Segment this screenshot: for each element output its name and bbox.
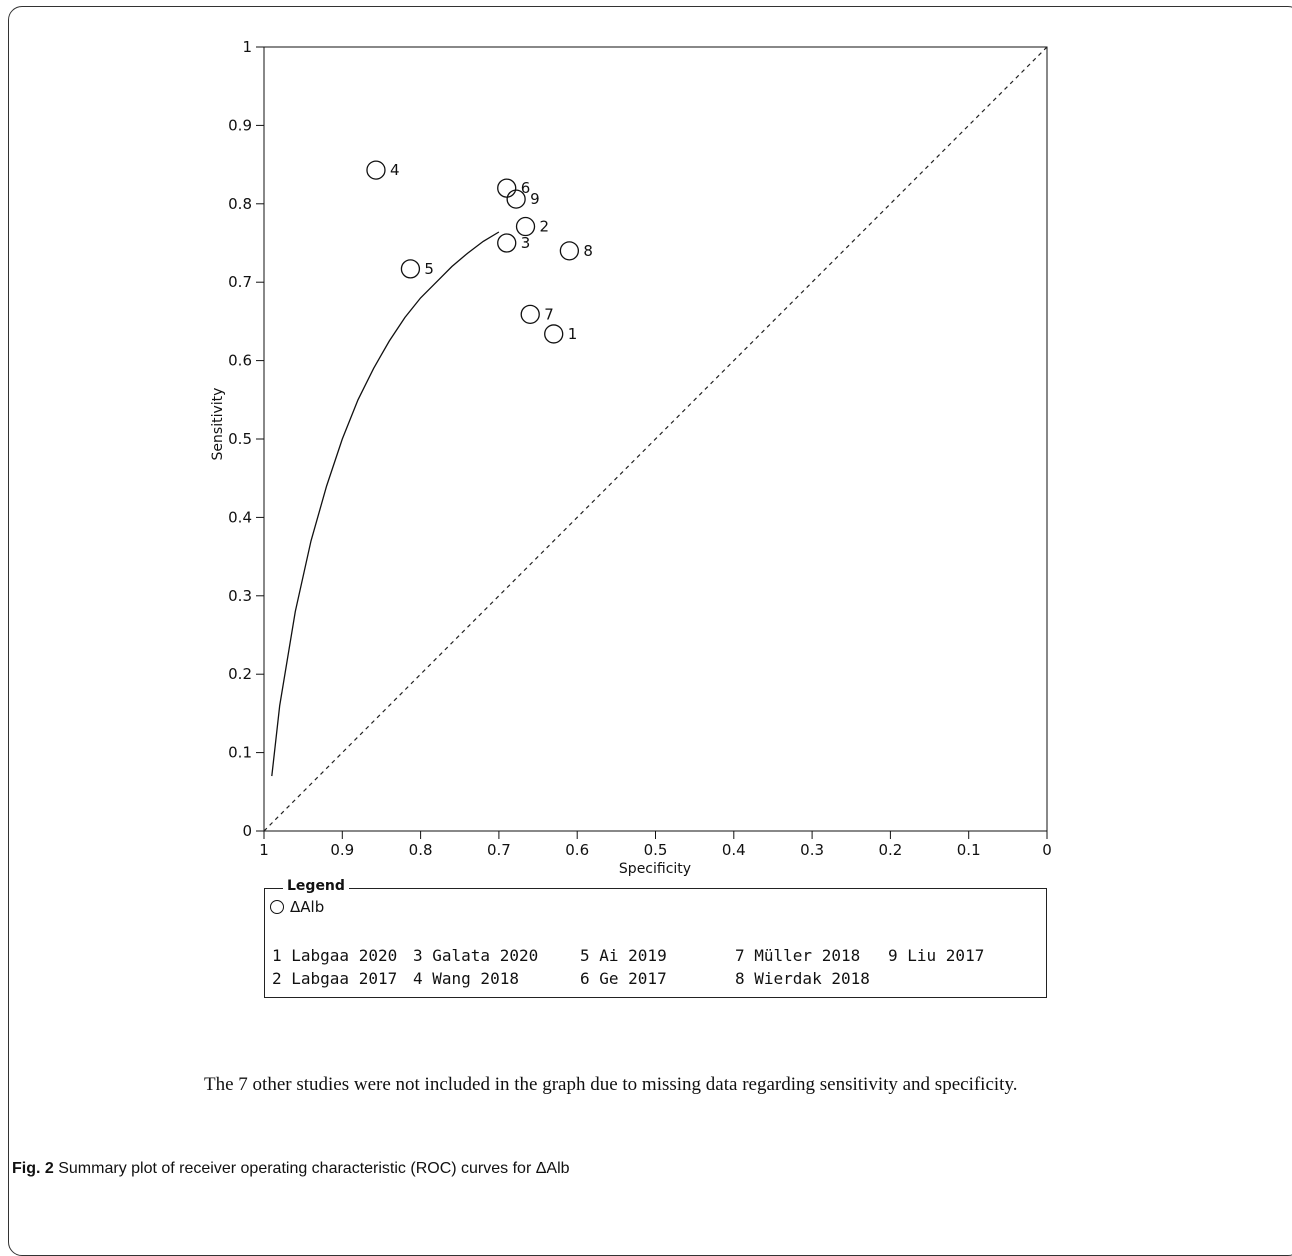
x-tick-label: 0.2: [878, 841, 902, 859]
legend-study-9: 9 Liu 2017: [888, 946, 985, 965]
circle-marker-icon: [270, 900, 284, 914]
legend-study-6: 6 Ge 2017: [580, 969, 667, 988]
legend-box: [264, 888, 1047, 998]
study-point-1: [544, 324, 564, 344]
study-point-7: [520, 304, 540, 324]
study-point-8: [559, 241, 580, 261]
y-tick-label: 0.2: [228, 665, 252, 683]
study-point-label-3: 3: [521, 234, 531, 252]
x-tick-label: 0: [1042, 841, 1052, 859]
legend-study-7: 7 Müller 2018: [735, 946, 861, 965]
study-point-2: [515, 216, 536, 237]
x-tick-label: 0.6: [565, 841, 589, 859]
legend-series: ΔAlb: [270, 898, 324, 916]
x-tick-label: 1: [259, 841, 269, 859]
study-point-label-8: 8: [583, 242, 593, 260]
legend-study-3: 3 Galata 2020: [413, 946, 539, 965]
figure-caption: Fig. 2 Summary plot of receiver operatin…: [12, 1160, 570, 1178]
legend-study-4: 4 Wang 2018: [413, 969, 519, 988]
legend-study-1: 1 Labgaa 2020: [272, 946, 398, 965]
figure-note: The 7 other studies were not included in…: [204, 1074, 1018, 1095]
y-tick-label: 1: [242, 38, 252, 56]
y-tick-label: 0.9: [228, 116, 252, 134]
study-point-label-5: 5: [424, 260, 434, 278]
y-tick-label: 0.6: [228, 352, 252, 370]
y-tick-label: 0.3: [228, 587, 252, 605]
y-axis: 0 0.1 0.2 0.3 0.4 0.5 0.6 0.7 0.8 0.9 1: [228, 38, 264, 840]
caption-label: Fig. 2: [12, 1160, 54, 1177]
roc-chart: 0 0.1 0.2 0.3 0.4 0.5 0.6 0.7 0.8 0.9 1 1 0.9 0.8 0.7…: [210, 38, 1052, 877]
study-point-9: [506, 189, 526, 209]
y-tick-label: 0.1: [228, 744, 252, 762]
x-tick-label: 0.8: [409, 841, 433, 859]
y-tick-label: 0.4: [228, 508, 252, 526]
study-point-label-9: 9: [530, 190, 540, 208]
y-tick-label: 0.8: [228, 195, 252, 213]
y-tick-label: 0.5: [228, 430, 252, 448]
x-tick-label: 0.7: [487, 841, 511, 859]
study-point-label-2: 2: [540, 218, 550, 236]
study-point-label-4: 4: [390, 161, 400, 179]
study-point-label-1: 1: [568, 325, 578, 343]
study-point-5: [400, 259, 421, 279]
caption-text: Summary plot of receiver operating chara…: [58, 1160, 570, 1177]
diagonal-reference-line: [263, 46, 1048, 832]
legend-study-5: 5 Ai 2019: [580, 946, 667, 965]
legend-study-8: 8 Wierdak 2018: [735, 969, 870, 988]
y-tick-label: 0.7: [228, 273, 252, 291]
y-axis-label: Sensitivity: [210, 388, 226, 461]
x-axis: 1 0.9 0.8 0.7 0.6 0.5 0.4 0.3 0.2 0.1 0: [259, 831, 1052, 859]
legend-study-2: 2 Labgaa 2017: [272, 969, 398, 988]
x-tick-label: 0.3: [800, 841, 824, 859]
x-tick-label: 0.4: [722, 841, 746, 859]
study-point-label-6: 6: [521, 179, 531, 197]
study-point-6: [497, 178, 517, 198]
x-tick-label: 0.5: [644, 841, 668, 859]
x-axis-label: Specificity: [619, 861, 691, 877]
legend-series-label: ΔAlb: [290, 898, 325, 916]
study-point-4: [366, 160, 386, 180]
sroc-curve: [271, 231, 500, 777]
legend-title: Legend: [283, 878, 349, 894]
x-tick-label: 0.9: [330, 841, 354, 859]
x-tick-label: 0.1: [957, 841, 981, 859]
study-point-label-7: 7: [544, 305, 554, 323]
y-tick-label: 0: [242, 822, 252, 840]
study-point-3: [497, 233, 517, 253]
